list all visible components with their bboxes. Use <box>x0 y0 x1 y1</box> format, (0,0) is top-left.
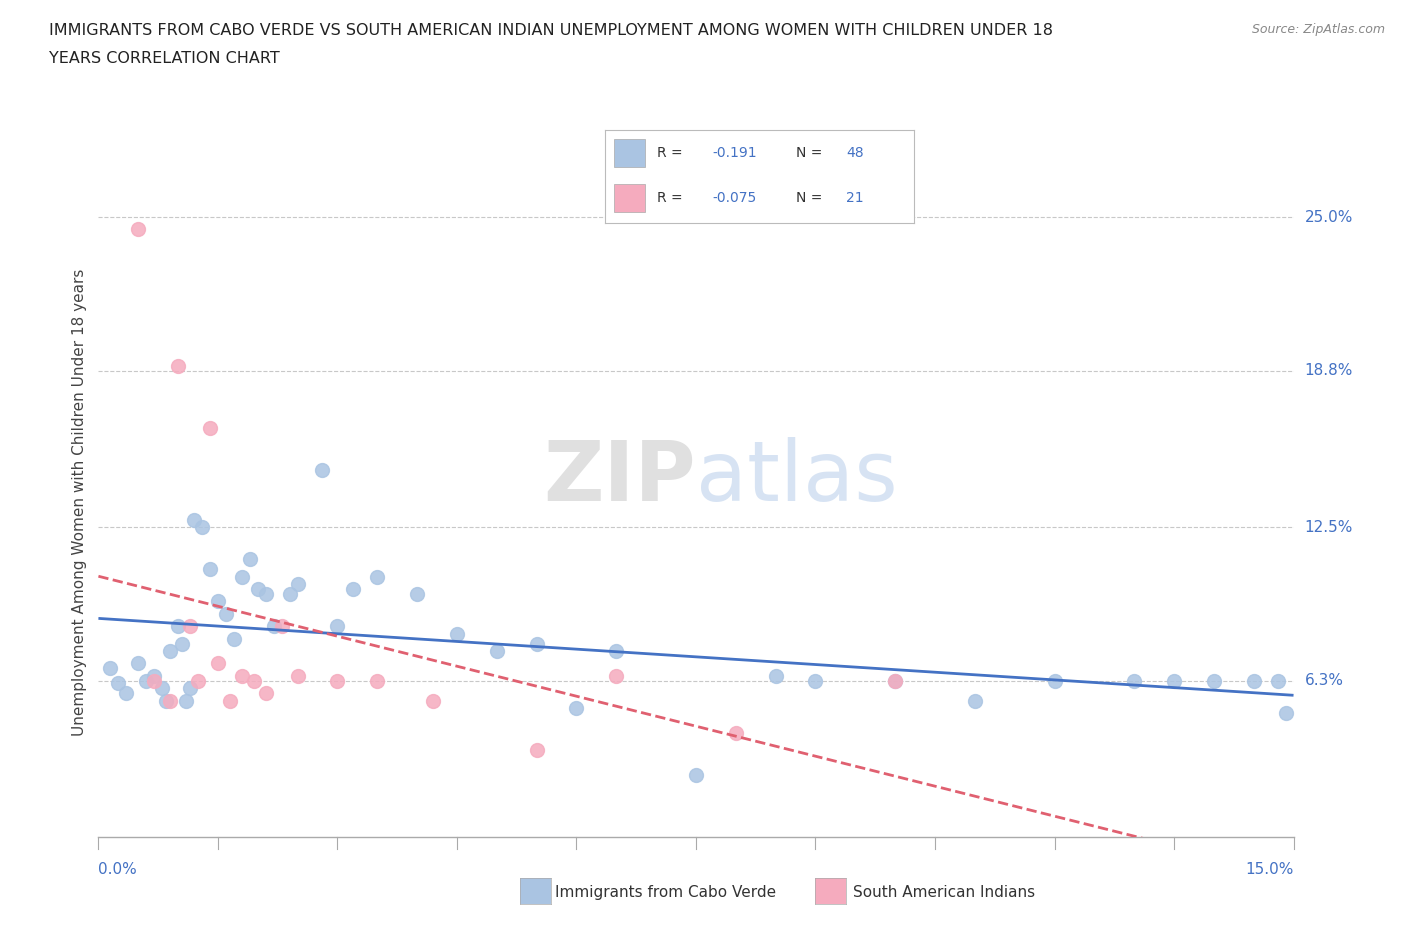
Point <box>254 587 277 602</box>
Point <box>422 693 444 708</box>
FancyBboxPatch shape <box>614 184 645 212</box>
Point <box>366 569 388 584</box>
Point <box>115 685 138 700</box>
Point <box>174 693 197 708</box>
Point <box>135 673 157 688</box>
Point <box>311 462 333 477</box>
Point <box>159 693 181 708</box>
Point <box>143 673 166 688</box>
Text: 6.3%: 6.3% <box>1305 673 1344 688</box>
Text: IMMIGRANTS FROM CABO VERDE VS SOUTH AMERICAN INDIAN UNEMPLOYMENT AMONG WOMEN WIT: IMMIGRANTS FROM CABO VERDE VS SOUTH AMER… <box>49 23 1053 38</box>
Point <box>172 636 194 651</box>
Point <box>159 644 181 658</box>
Point <box>605 644 627 658</box>
Text: 0.0%: 0.0% <box>98 862 138 877</box>
Point <box>1123 673 1146 688</box>
Point <box>485 644 508 658</box>
Point <box>342 581 364 596</box>
Point <box>1274 706 1296 721</box>
Text: 18.8%: 18.8% <box>1305 364 1353 379</box>
Point <box>222 631 245 646</box>
Text: ZIP: ZIP <box>544 437 696 518</box>
Point <box>263 618 285 633</box>
Point <box>127 656 149 671</box>
Text: Source: ZipAtlas.com: Source: ZipAtlas.com <box>1251 23 1385 36</box>
Y-axis label: Unemployment Among Women with Children Under 18 years: Unemployment Among Women with Children U… <box>72 269 87 736</box>
Text: 15.0%: 15.0% <box>1246 862 1294 877</box>
Point <box>724 725 747 740</box>
Point <box>884 673 907 688</box>
Text: Immigrants from Cabo Verde: Immigrants from Cabo Verde <box>555 885 776 900</box>
Text: N =: N = <box>796 146 823 161</box>
Point <box>231 669 253 684</box>
Text: atlas: atlas <box>696 437 897 518</box>
Point <box>219 693 242 708</box>
Point <box>187 673 209 688</box>
Point <box>207 656 229 671</box>
Point <box>366 673 388 688</box>
Point <box>287 669 309 684</box>
Point <box>326 673 349 688</box>
Point <box>183 512 205 527</box>
Point <box>605 669 627 684</box>
Point <box>406 587 429 602</box>
Text: 12.5%: 12.5% <box>1305 520 1353 535</box>
Text: N =: N = <box>796 191 823 206</box>
Point <box>1243 673 1265 688</box>
Text: YEARS CORRELATION CHART: YEARS CORRELATION CHART <box>49 51 280 66</box>
Point <box>243 673 266 688</box>
Point <box>565 700 588 715</box>
Text: 21: 21 <box>846 191 863 206</box>
Point <box>884 673 907 688</box>
Point <box>150 681 173 696</box>
Text: South American Indians: South American Indians <box>853 885 1036 900</box>
Point <box>207 594 229 609</box>
Point <box>804 673 827 688</box>
Text: 25.0%: 25.0% <box>1305 209 1353 224</box>
Point <box>167 618 190 633</box>
Point <box>231 569 253 584</box>
Point <box>107 676 129 691</box>
Point <box>526 636 548 651</box>
Point <box>270 618 292 633</box>
Point <box>239 551 262 566</box>
Point <box>98 661 122 676</box>
Point <box>685 767 707 782</box>
Point <box>254 685 277 700</box>
Text: R =: R = <box>657 191 683 206</box>
Point <box>155 693 177 708</box>
Text: -0.075: -0.075 <box>713 191 756 206</box>
Point <box>179 681 201 696</box>
Point <box>446 626 468 641</box>
Point <box>198 420 221 435</box>
Point <box>143 669 166 684</box>
Text: -0.191: -0.191 <box>713 146 758 161</box>
Point <box>167 358 190 373</box>
Point <box>1163 673 1185 688</box>
Point <box>1267 673 1289 688</box>
FancyBboxPatch shape <box>614 140 645 167</box>
Point <box>198 562 221 577</box>
Point <box>963 693 986 708</box>
Text: R =: R = <box>657 146 683 161</box>
Text: 48: 48 <box>846 146 863 161</box>
Point <box>765 669 787 684</box>
Point <box>246 581 269 596</box>
Point <box>278 587 301 602</box>
Point <box>191 520 214 535</box>
Point <box>1043 673 1066 688</box>
Point <box>287 577 309 591</box>
Point <box>326 618 349 633</box>
Point <box>179 618 201 633</box>
Point <box>215 606 238 621</box>
Point <box>127 222 149 237</box>
Point <box>526 743 548 758</box>
Point <box>1202 673 1225 688</box>
